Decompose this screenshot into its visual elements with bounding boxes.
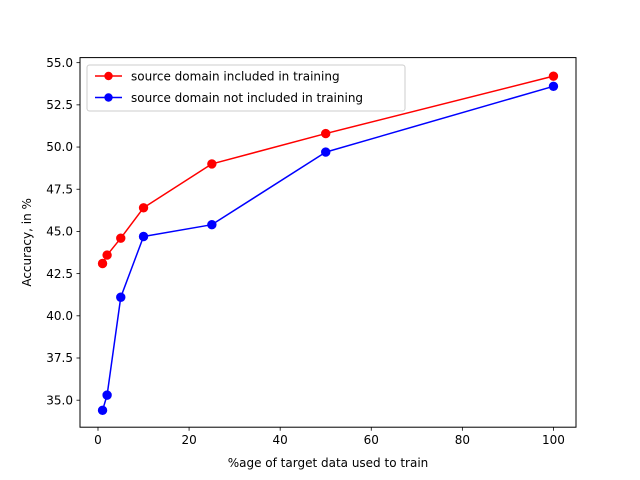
series-1-point xyxy=(116,233,126,243)
x-tick-label: 100 xyxy=(542,433,565,447)
legend-label-2: source domain not included in training xyxy=(131,91,363,105)
series-2-point xyxy=(321,147,331,157)
y-tick-label: 55.0 xyxy=(46,56,73,70)
legend-swatch-marker xyxy=(104,93,113,102)
x-tick-label: 0 xyxy=(94,433,102,447)
y-tick-label: 52.5 xyxy=(46,98,73,112)
series-2-point xyxy=(97,405,108,416)
series-1-point xyxy=(102,250,112,260)
series-1-point xyxy=(207,159,217,169)
series-2-point xyxy=(207,219,217,230)
y-axis: 35.0 37.5 40.0 42.5 45.0 47.5 50.0 52.5 55.0 xyxy=(46,56,80,407)
series-2-point xyxy=(102,390,112,400)
x-tick-label: 80 xyxy=(455,433,470,447)
legend-swatch-marker xyxy=(104,71,113,81)
legend-label-1: source domain included in training xyxy=(131,70,340,84)
y-tick-label: 42.5 xyxy=(46,267,73,281)
y-tick-label: 45.0 xyxy=(46,225,73,239)
y-tick-label: 50.0 xyxy=(46,140,73,154)
x-axis-title: %age of target data used to train xyxy=(228,456,429,470)
x-tick-label: 40 xyxy=(273,433,288,447)
y-tick-label: 47.5 xyxy=(46,182,73,196)
series-1-point xyxy=(138,203,149,213)
x-tick-label: 60 xyxy=(364,433,379,447)
legend: source domain included in training source… xyxy=(86,64,406,112)
y-axis-title: Accuracy, in % xyxy=(20,198,34,287)
series-1-point xyxy=(321,128,331,139)
x-tick-label: 20 xyxy=(181,433,196,447)
series-1-point xyxy=(548,71,559,81)
legend-box xyxy=(86,64,406,112)
y-tick-label: 40.0 xyxy=(46,309,73,323)
y-tick-label: 37.5 xyxy=(46,351,73,365)
plot-frame xyxy=(79,57,577,428)
series-2-point xyxy=(138,231,149,242)
plot-marks xyxy=(97,71,559,416)
series-2-point xyxy=(548,81,559,91)
y-tick-label: 35.0 xyxy=(46,393,73,407)
x-axis: 0 20 40 60 80 100 xyxy=(94,427,565,447)
series-1-point xyxy=(97,258,108,269)
series-2-point xyxy=(116,292,126,302)
